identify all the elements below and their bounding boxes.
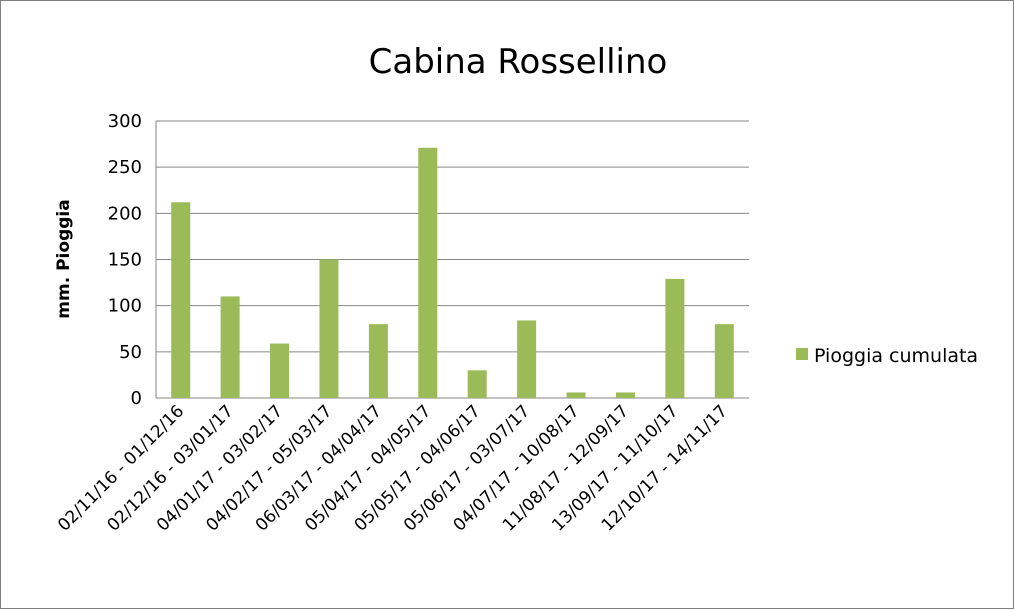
y-tick-label: 150 xyxy=(108,250,142,271)
bar xyxy=(615,392,635,398)
chart-title: Cabina Rossellino xyxy=(369,42,668,82)
bar xyxy=(171,202,191,398)
bar xyxy=(220,296,240,398)
bar xyxy=(714,324,734,398)
bar xyxy=(319,259,339,398)
bar xyxy=(566,392,586,398)
bar xyxy=(270,343,290,398)
y-tick-label: 200 xyxy=(108,203,142,224)
bar xyxy=(418,147,438,398)
bar xyxy=(467,370,487,398)
bar xyxy=(368,324,388,398)
y-tick-label: 250 xyxy=(108,157,142,178)
legend-swatch xyxy=(796,348,808,360)
y-tick-label: 50 xyxy=(119,342,142,363)
bar xyxy=(517,320,537,398)
y-tick-label: 300 xyxy=(108,111,142,132)
y-tick-label: 0 xyxy=(131,388,142,409)
y-tick-label: 100 xyxy=(108,296,142,317)
legend: Pioggia cumulata xyxy=(796,345,978,367)
y-axis-label: mm. Pioggia xyxy=(54,199,74,318)
bars xyxy=(171,147,734,398)
bar xyxy=(665,278,685,398)
y-axis-ticks: 0 50 100 150 200 250 300 xyxy=(108,111,142,409)
gridlines xyxy=(155,120,749,399)
legend-label: Pioggia cumulata xyxy=(814,345,978,367)
